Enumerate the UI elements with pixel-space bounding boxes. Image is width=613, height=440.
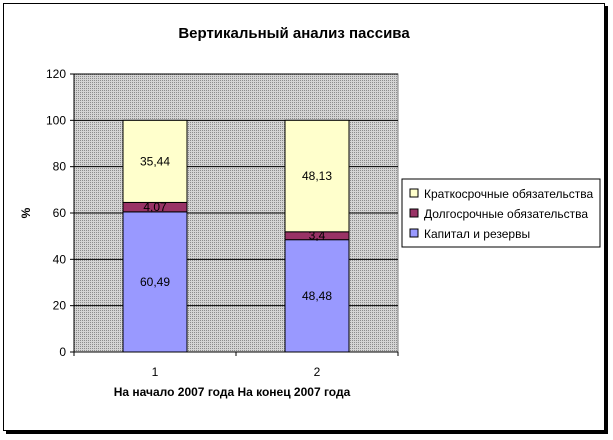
bar-segment [284,239,350,353]
legend-box [401,178,601,248]
legend-entry: Капитал и резервы [424,227,530,241]
y-tick-label: 20 [53,299,67,313]
legend-swatch [409,208,419,218]
chart: Вертикальный анализ пассива 0 20 40 60 80 100… [19,25,601,399]
data-label: 60,49 [140,275,170,289]
bar-segment [122,211,188,353]
y-tick-label: 40 [53,252,67,266]
y-tick-label: 0 [59,345,66,359]
bar-segment [122,119,188,203]
data-label: 35,44 [140,154,170,168]
legend-swatch [409,228,419,238]
data-label: 4,07 [143,200,167,214]
x-tick-label: 2 [314,365,321,379]
legend: Краткосрочные обязательства Долгосрочные … [401,178,601,248]
x-tick-label: 1 [152,365,159,379]
chart-frame: Вертикальный анализ пассива 0 20 40 60 80 100… [3,3,605,431]
legend-entry: Краткосрочные обязательства [424,187,594,201]
chart-title: Вертикальный анализ пассива [178,25,410,42]
plot-area: 02040608010012060,494,0735,44148,483,448… [46,67,399,379]
legend-entry: Долгосрочные обязательства [424,207,588,221]
x-axis-title: На начало 2007 года На конец 2007 года [114,385,351,399]
data-label: 48,13 [302,169,332,183]
bar-segment [284,119,350,233]
legend-swatch [409,188,419,198]
y-tick-label: 120 [46,67,66,81]
y-tick-label: 60 [53,206,67,220]
y-tick-label: 80 [53,160,67,174]
y-tick-label: 100 [46,113,66,127]
data-label: 48,48 [302,289,332,303]
y-axis-title: % [19,207,33,218]
